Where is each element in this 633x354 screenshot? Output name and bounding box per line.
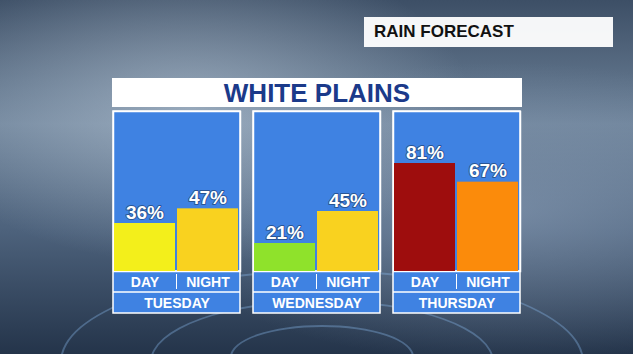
html-text:RAIN FORECAST: RAIN FORECAST (374, 22, 514, 41)
svg-text:NIGHT: NIGHT (186, 274, 230, 290)
svg-text:67%: 67% (469, 160, 507, 181)
svg-text:NIGHT: NIGHT (466, 274, 510, 290)
svg-text:DAY: DAY (131, 274, 160, 290)
svg-text:NIGHT: NIGHT (326, 274, 370, 290)
svg-text:DAY: DAY (271, 274, 300, 290)
svg-text:TUESDAY: TUESDAY (144, 295, 210, 311)
svg-text:45%: 45% (329, 190, 367, 211)
svg-text:81%: 81% (406, 142, 444, 163)
html-text:WHITE PLAINS: WHITE PLAINS (223, 78, 411, 108)
svg-text:47%: 47% (189, 187, 227, 208)
svg-text:21%: 21% (266, 222, 304, 243)
svg-text:36%: 36% (126, 202, 164, 223)
svg-text:DAY: DAY (411, 274, 440, 290)
svg-text:THURSDAY: THURSDAY (419, 295, 496, 311)
svg-text:WEDNESDAY: WEDNESDAY (272, 295, 362, 311)
